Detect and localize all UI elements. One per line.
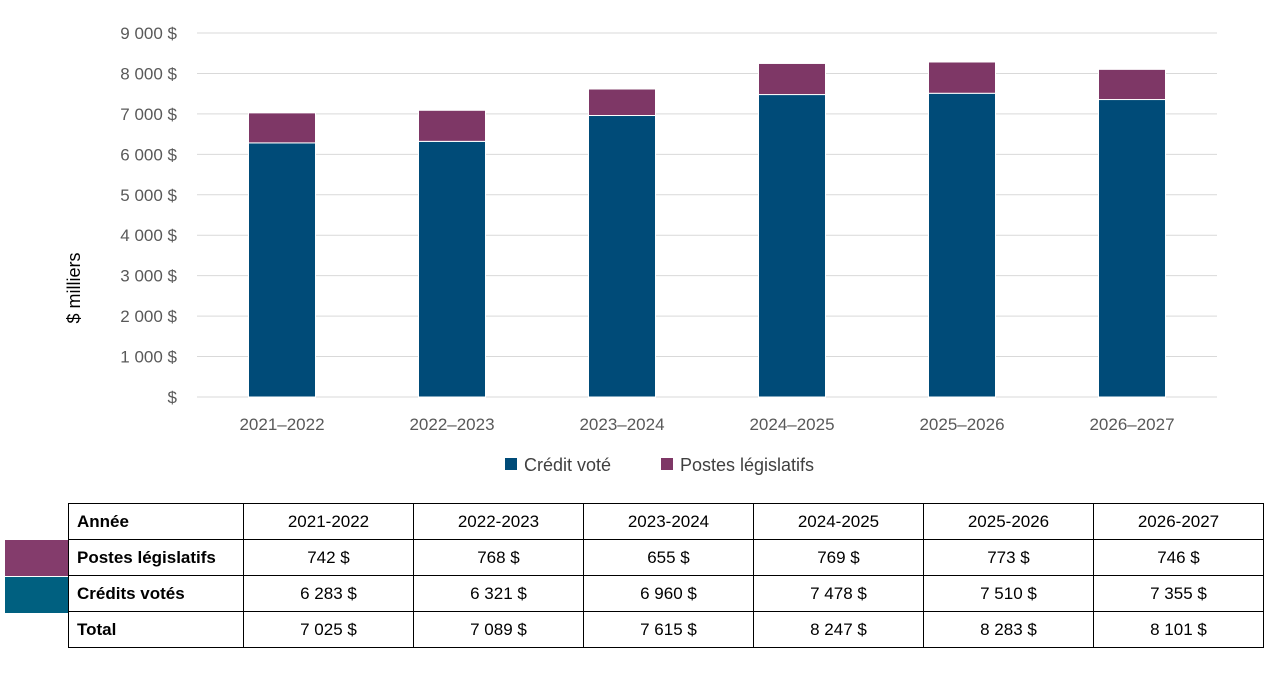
x-tick-label: 2026–2027	[1089, 415, 1174, 434]
bar-postes-legislatifs	[588, 88, 656, 117]
table-year-header: 2022-2023	[413, 503, 584, 540]
y-tick-label: 4 000 $	[120, 226, 177, 245]
table-cell: 7 510 $	[923, 575, 1094, 612]
y-tick-label: 8 000 $	[120, 64, 177, 83]
y-axis-label: $ milliers	[64, 252, 84, 323]
table-row-label: Crédits votés	[68, 575, 244, 612]
table-cell: 7 089 $	[413, 611, 584, 648]
table-year-header: 2026-2027	[1093, 503, 1264, 540]
y-tick-label: 9 000 $	[120, 24, 177, 43]
table-cell: 6 960 $	[583, 575, 754, 612]
gridlines	[197, 32, 1217, 398]
y-tick-label: 6 000 $	[120, 145, 177, 164]
x-axis-ticks: 2021–2022 2022–2023 2023–2024 2024–2025 2025…	[239, 415, 1174, 434]
table-cell: 768 $	[413, 539, 584, 576]
stacked-bar-chart: $1 000 $ 2 000 $ 3 000 $ 4 000 $ 5 000 $ 6 00…	[64, 24, 1217, 475]
table-cell: 742 $	[243, 539, 414, 576]
y-tick-label: 2 000 $	[120, 307, 177, 326]
bar-credit-vote	[248, 142, 316, 398]
table-row-label: Total	[68, 611, 244, 648]
table-cell: 7 025 $	[243, 611, 414, 648]
x-tick-label: 2023–2024	[579, 415, 664, 434]
table-cell: 8 283 $	[923, 611, 1094, 648]
bar-postes-legislatifs	[928, 61, 996, 94]
table-row-total: Total 7 025 $ 7 089 $ 7 615 $ 8 247 $ 8 …	[68, 611, 1264, 648]
credits-votes-color-swatch	[5, 577, 68, 613]
table-year-header: 2023-2024	[583, 503, 754, 540]
table-cell: 7 355 $	[1093, 575, 1264, 612]
bar-postes-legislatifs	[758, 62, 826, 96]
bars	[248, 61, 1166, 398]
table-cell: 8 247 $	[753, 611, 924, 648]
table-row-postes-legislatifs: Postes législatifs 742 $ 768 $ 655 $ 769…	[68, 539, 1264, 576]
x-tick-label: 2024–2025	[749, 415, 834, 434]
bar-credit-vote	[928, 92, 996, 398]
legend: Crédit voté Postes législatifs	[505, 455, 814, 475]
bar-postes-legislatifs	[248, 112, 316, 144]
table-cell: 7 615 $	[583, 611, 754, 648]
table-row-label: Postes législatifs	[68, 539, 244, 576]
x-tick-label: 2022–2023	[409, 415, 494, 434]
table-header-label: Année	[68, 503, 244, 540]
y-tick-label: 5 000 $	[120, 186, 177, 205]
table-cell: 769 $	[753, 539, 924, 576]
table-year-header: 2021-2022	[243, 503, 414, 540]
bar-credit-vote	[588, 115, 656, 398]
legend-label-credit-vote: Crédit voté	[524, 455, 611, 475]
y-tick-label: $	[168, 388, 178, 407]
postes-legislatifs-color-swatch	[5, 540, 68, 576]
x-tick-label: 2025–2026	[919, 415, 1004, 434]
table-year-header: 2025-2026	[923, 503, 1094, 540]
bar-postes-legislatifs	[1098, 68, 1166, 101]
data-table: Année 2021-2022 2022-2023 2023-2024 2024…	[68, 503, 1264, 648]
table-cell: 655 $	[583, 539, 754, 576]
table-year-header: 2024-2025	[753, 503, 924, 540]
table-cell: 773 $	[923, 539, 1094, 576]
y-axis-ticks: $1 000 $ 2 000 $ 3 000 $ 4 000 $ 5 000 $ 6 00…	[120, 24, 177, 407]
table-cell: 6 321 $	[413, 575, 584, 612]
legend-swatch-credit-vote	[505, 458, 517, 470]
table-row-credits-votes: Crédits votés 6 283 $ 6 321 $ 6 960 $ 7 …	[68, 575, 1264, 612]
bar-credit-vote	[1098, 99, 1166, 398]
table-cell: 746 $	[1093, 539, 1264, 576]
table-cell: 8 101 $	[1093, 611, 1264, 648]
y-tick-label: 1 000 $	[120, 348, 177, 367]
bar-postes-legislatifs	[418, 109, 486, 142]
legend-label-postes-legislatifs: Postes législatifs	[680, 455, 814, 475]
table-header-row: Année 2021-2022 2022-2023 2023-2024 2024…	[68, 503, 1264, 540]
x-tick-label: 2021–2022	[239, 415, 324, 434]
bar-credit-vote	[758, 94, 826, 398]
y-tick-label: 3 000 $	[120, 267, 177, 286]
y-tick-label: 7 000 $	[120, 105, 177, 124]
legend-swatch-postes-legislatifs	[661, 458, 673, 470]
bar-credit-vote	[418, 140, 486, 398]
table-cell: 6 283 $	[243, 575, 414, 612]
table-cell: 7 478 $	[753, 575, 924, 612]
